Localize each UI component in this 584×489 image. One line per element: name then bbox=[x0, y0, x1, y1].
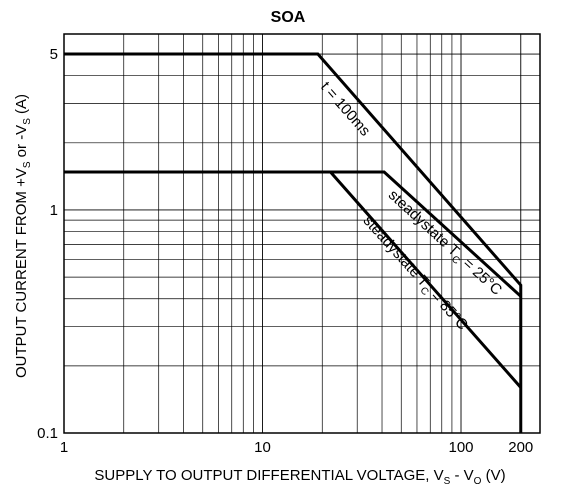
y-tick-label: 5 bbox=[50, 46, 58, 63]
label-part: OUTPUT CURRENT FROM +V bbox=[13, 168, 30, 378]
x-tick-label: 1 bbox=[60, 439, 68, 456]
label-part: - V bbox=[450, 467, 473, 484]
x-tick-label: 100 bbox=[448, 439, 473, 456]
data-line bbox=[64, 52, 523, 433]
label: SUPPLY TO OUTPUT DIFFERENTIAL VOLTAGE, V… bbox=[94, 467, 505, 487]
y-tick-label: 1 bbox=[50, 202, 58, 219]
label-part: SUPPLY TO OUTPUT DIFFERENTIAL VOLTAGE, V bbox=[94, 467, 443, 484]
label-part: S bbox=[444, 476, 451, 487]
plot-frame bbox=[63, 33, 541, 434]
data-line bbox=[64, 170, 522, 389]
x-tick-label: 200 bbox=[508, 439, 533, 456]
label: OUTPUT CURRENT FROM +VS or -VS (A) bbox=[13, 94, 33, 378]
x-tick-label: 10 bbox=[254, 439, 271, 456]
label-part: or -V bbox=[13, 125, 30, 162]
label-part: (V) bbox=[481, 467, 505, 484]
label-part: S bbox=[22, 118, 33, 125]
label-part: (A) bbox=[13, 94, 30, 118]
label-part: O bbox=[474, 476, 482, 487]
y-tick-label: 0.1 bbox=[37, 425, 58, 442]
label: steadystate TC = 85°C bbox=[357, 212, 471, 335]
label-part: S bbox=[22, 161, 33, 168]
chart-title: SOA bbox=[271, 9, 306, 26]
